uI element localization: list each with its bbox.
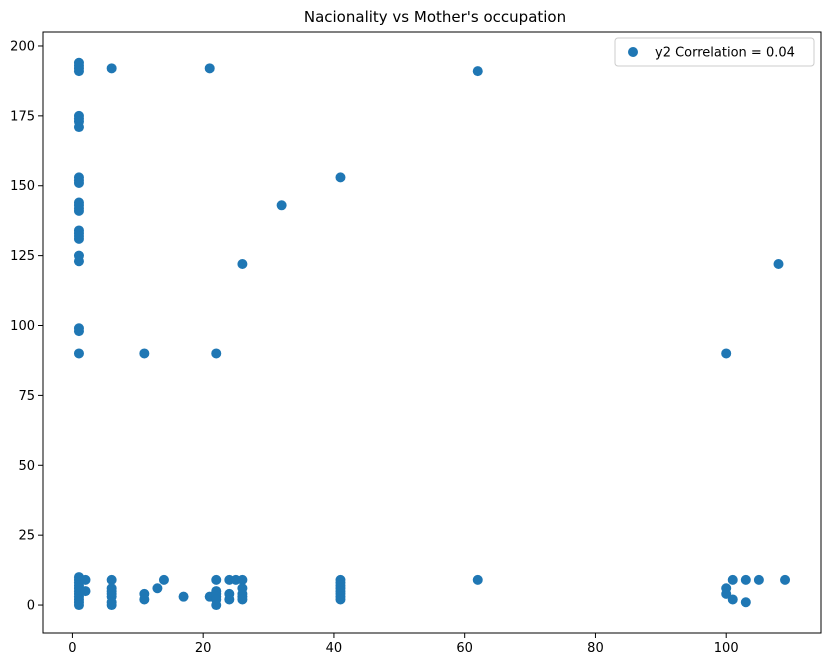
data-point <box>139 594 150 605</box>
data-point <box>73 177 84 188</box>
data-point <box>472 66 483 77</box>
x-tick-label: 60 <box>456 641 473 656</box>
data-point <box>73 348 84 359</box>
data-point <box>73 233 84 244</box>
data-point <box>211 600 222 611</box>
legend: y2 Correlation = 0.04 <box>614 37 815 67</box>
data-point <box>139 348 150 359</box>
data-point <box>106 600 117 611</box>
plot-area-frame <box>42 31 822 634</box>
x-tick-label: 0 <box>68 641 76 656</box>
legend-marker <box>628 47 638 57</box>
data-point <box>721 348 732 359</box>
data-point <box>753 574 764 585</box>
data-point <box>158 574 169 585</box>
y-tick-label: 25 <box>18 529 35 544</box>
data-point <box>740 597 751 608</box>
y-tick-label: 0 <box>27 599 35 614</box>
data-point <box>106 574 117 585</box>
data-point <box>73 122 84 133</box>
y-tick-label: 150 <box>10 179 35 194</box>
data-point <box>73 326 84 337</box>
data-point <box>780 574 791 585</box>
y-tick-label: 75 <box>18 389 35 404</box>
y-tick-label: 100 <box>10 319 35 334</box>
data-point <box>237 259 248 270</box>
data-point <box>237 574 248 585</box>
data-point <box>773 259 784 270</box>
data-point <box>740 574 751 585</box>
data-point <box>73 600 84 611</box>
y-tick-label: 200 <box>10 39 35 54</box>
data-point <box>335 172 346 183</box>
data-point <box>237 594 248 605</box>
chart-title: Nacionality vs Mother's occupation <box>304 8 566 26</box>
x-tick-label: 100 <box>714 641 739 656</box>
x-tick-label: 20 <box>195 641 212 656</box>
ticks-layer: 0 20 40 60 80 100 0 25 50 75 100 125 150 175 200 <box>10 39 738 656</box>
x-tick-label: 80 <box>587 641 604 656</box>
data-point <box>472 574 483 585</box>
y-tick-label: 125 <box>10 249 35 264</box>
data-point <box>80 586 91 597</box>
x-tick-label: 40 <box>326 641 343 656</box>
legend-label: y2 Correlation = 0.04 <box>655 46 795 61</box>
data-point <box>152 583 163 594</box>
data-point <box>224 594 235 605</box>
y-tick-label: 175 <box>10 109 35 124</box>
data-point <box>335 594 346 605</box>
data-point <box>721 588 732 599</box>
data-point <box>727 594 738 605</box>
data-point <box>106 63 117 74</box>
points-layer <box>73 57 791 611</box>
data-point <box>276 200 287 211</box>
data-point <box>211 574 222 585</box>
data-point <box>73 66 84 77</box>
data-point <box>211 348 222 359</box>
data-point <box>178 591 189 602</box>
data-point <box>80 574 91 585</box>
data-point <box>727 574 738 585</box>
data-point <box>204 63 215 74</box>
legend-box <box>614 37 815 67</box>
data-point <box>73 205 84 216</box>
y-tick-label: 50 <box>18 459 35 474</box>
data-point <box>73 256 84 267</box>
